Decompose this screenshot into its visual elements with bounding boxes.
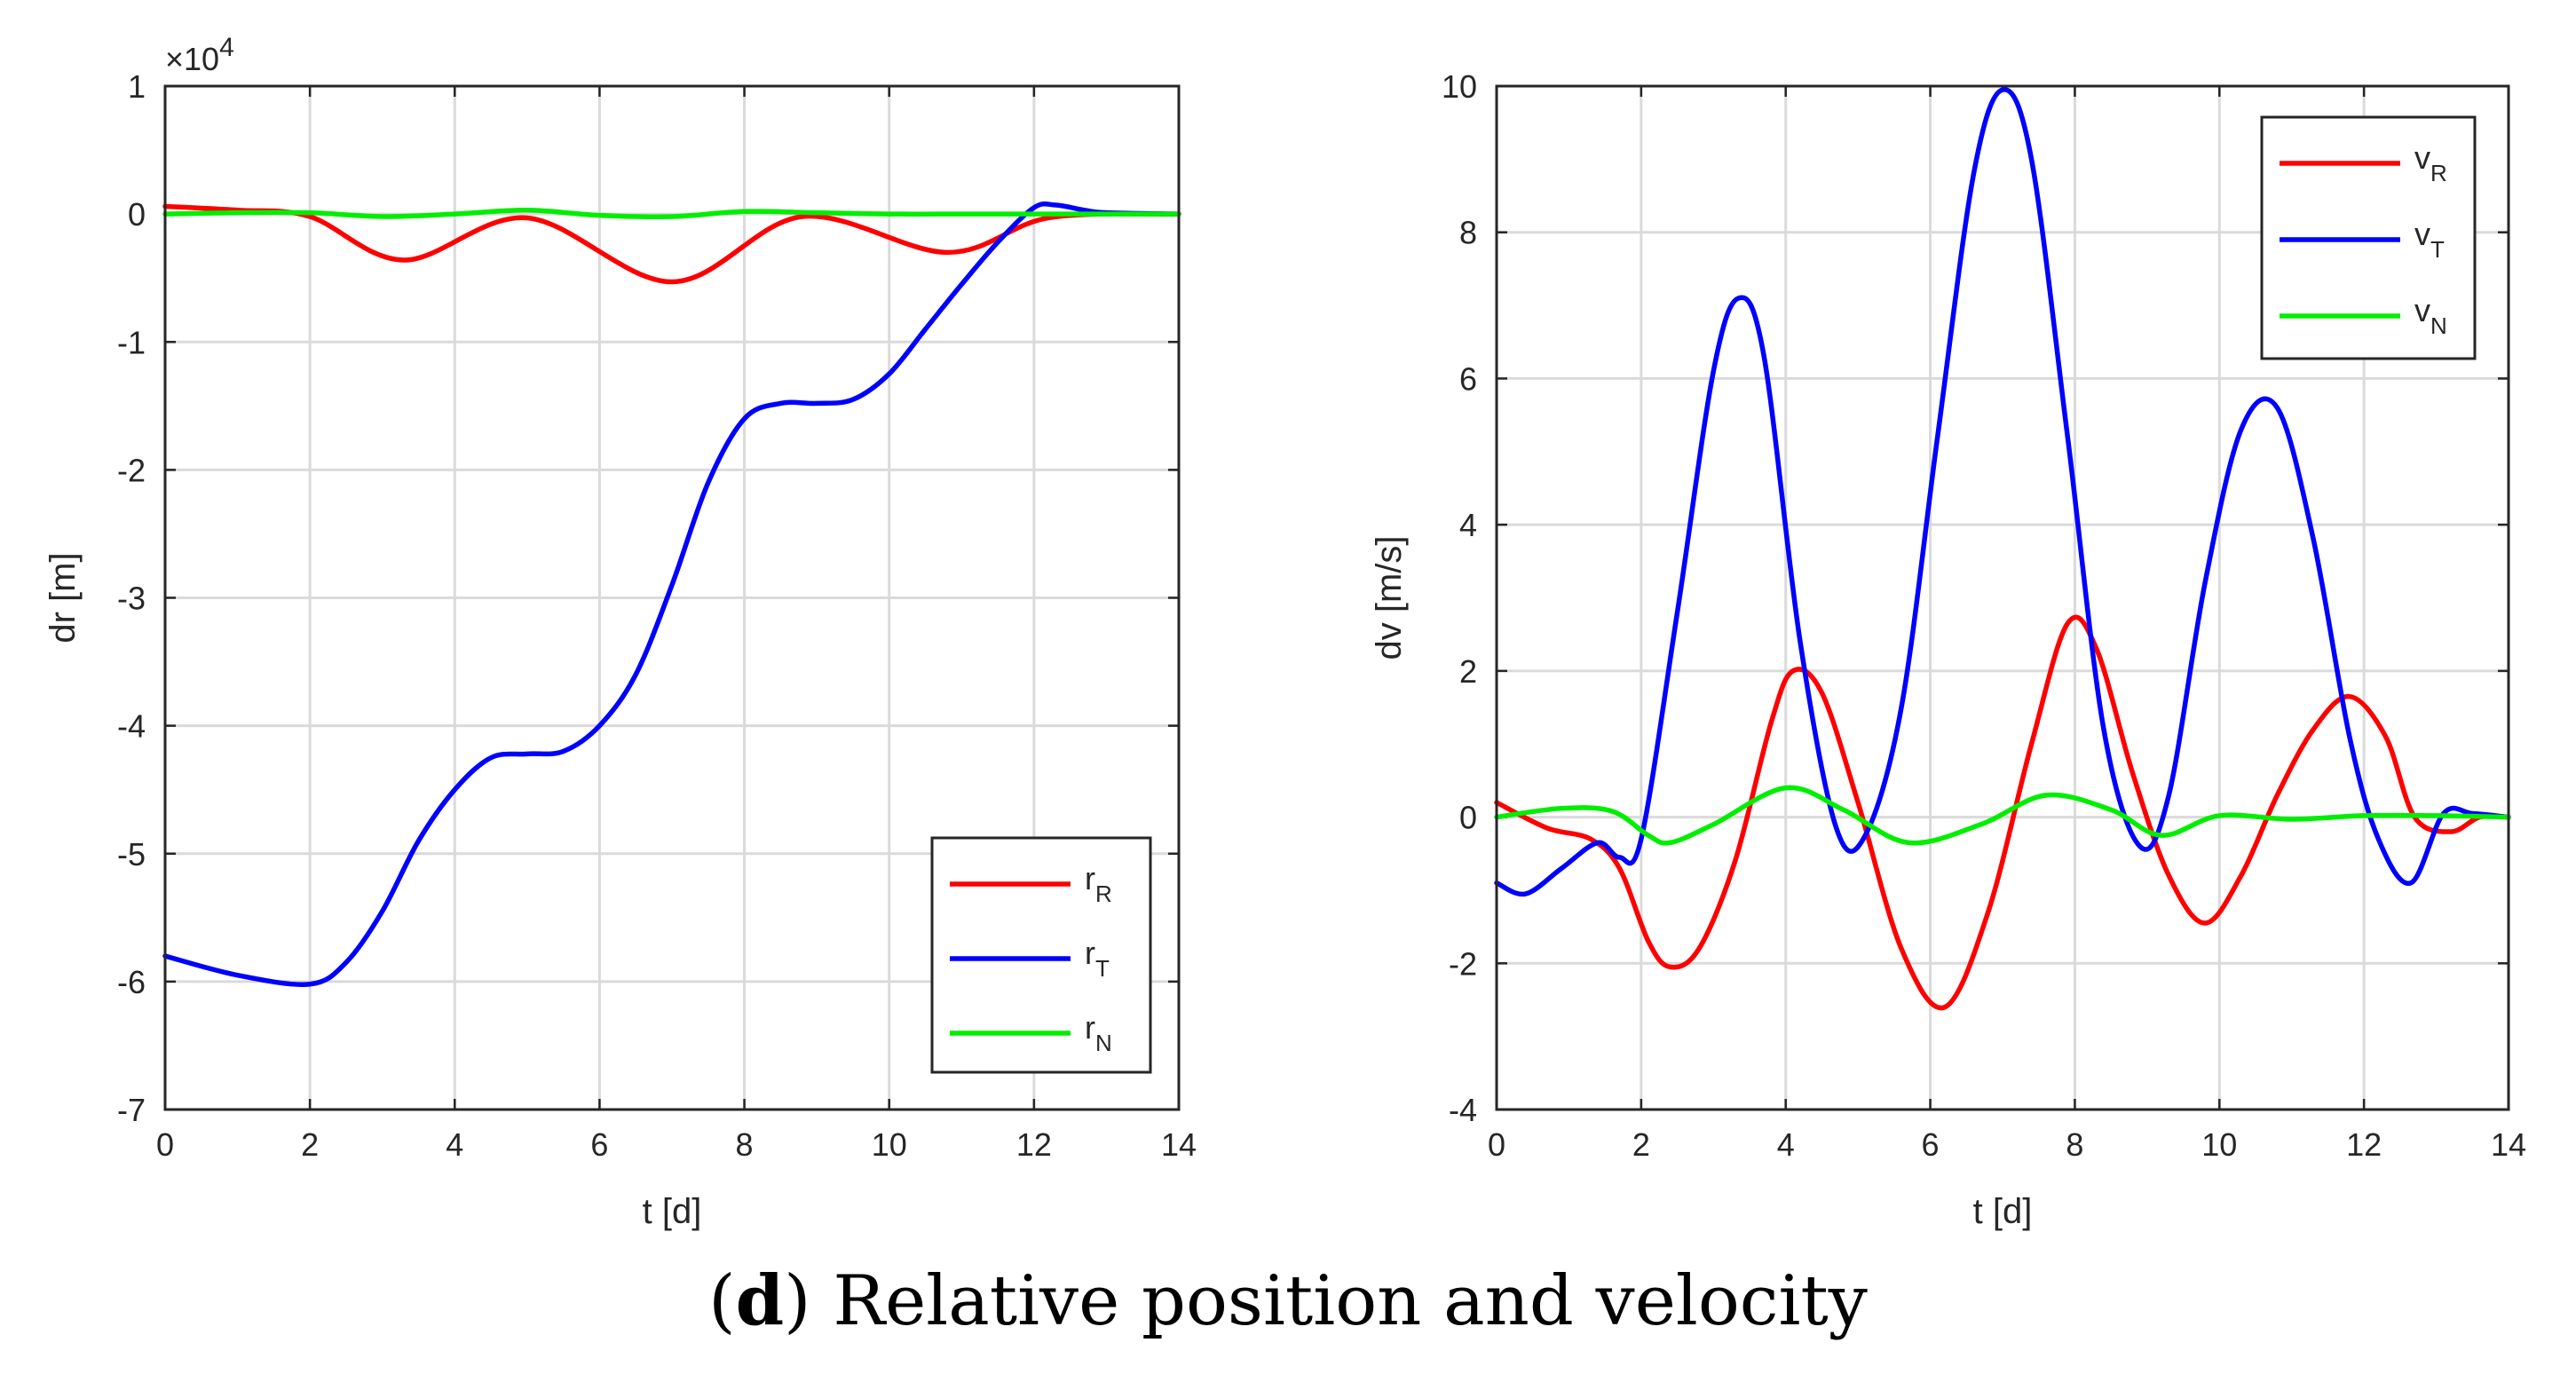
chart1-xtick-label: 2 xyxy=(301,1126,319,1163)
chart2-xtick-label: 0 xyxy=(1488,1126,1505,1163)
chart1-ytick-label: -4 xyxy=(117,708,146,745)
chart1-legend-box xyxy=(930,836,1152,1074)
chart2-xtick-label: 6 xyxy=(1922,1126,1940,1163)
chart2-ylabel: dv [m/s] xyxy=(1370,535,1409,659)
chart2-ytick-label: 0 xyxy=(1459,800,1477,836)
chart1-xtick-label: 10 xyxy=(872,1126,907,1163)
chart1-legend-label-n: rN xyxy=(1085,1009,1112,1056)
chart2-xlabel: t [d] xyxy=(1973,1192,2033,1231)
legend-label-base: v xyxy=(2414,292,2430,328)
chart2-legend-label-t: vT xyxy=(2414,216,2445,263)
chart2-xtick-label: 4 xyxy=(1777,1126,1795,1163)
figure-caption: (d) Relative position and velocity xyxy=(0,1260,2576,1341)
chart1-legend-label-t: rT xyxy=(1085,935,1110,982)
chart1-xtick-label: 8 xyxy=(736,1126,754,1163)
chart1-ylabel: dr [m] xyxy=(43,552,83,643)
legend-label-subscript: T xyxy=(2430,236,2445,263)
chart1-ytick-label: -1 xyxy=(117,324,146,360)
legend-label-base: r xyxy=(1085,1009,1095,1046)
chart1-ytick-label: 1 xyxy=(128,68,146,105)
chart1-ytick-label: -2 xyxy=(117,452,146,488)
caption-open-paren: ( xyxy=(708,1261,736,1341)
chart1-ytick-label: -3 xyxy=(117,580,146,617)
chart2-xtick-label: 12 xyxy=(2346,1126,2382,1163)
legend-label-subscript: R xyxy=(1095,881,1112,907)
legend-label-base: v xyxy=(2414,139,2430,176)
chart2-legend-label-n: vN xyxy=(2414,292,2447,339)
caption-close-paren: ) xyxy=(784,1261,811,1341)
legend-label-subscript: T xyxy=(1095,955,1110,982)
chart1-ytick-label: -6 xyxy=(117,964,146,1000)
chart1-xtick-label: 0 xyxy=(156,1126,174,1163)
chart2-ytick-label: 8 xyxy=(1459,215,1477,251)
chart1-ytick-label: -5 xyxy=(117,836,146,873)
chart1-exponent-label: ×104 xyxy=(165,33,234,77)
chart2-legend-label-r: vR xyxy=(2414,139,2447,186)
chart2-ytick-label: -2 xyxy=(1449,945,1477,982)
chart1-series-rn xyxy=(162,208,1181,219)
chart1-exponent-base: ×10 xyxy=(165,41,219,77)
chart2-ytick-label: 2 xyxy=(1459,653,1477,690)
chart1-xlabel: t [d] xyxy=(643,1192,702,1231)
chart1-ytick-label: 0 xyxy=(128,196,146,233)
legend-label-base: r xyxy=(1085,935,1095,971)
chart1-xtick-label: 6 xyxy=(590,1126,608,1163)
chart1-xtick-label: 4 xyxy=(446,1126,463,1163)
caption-letter: d xyxy=(735,1260,785,1341)
chart2-ytick-label: 10 xyxy=(1442,68,1477,105)
chart1-axes-box xyxy=(163,84,1181,1111)
chart2-ytick-label: 4 xyxy=(1459,507,1477,543)
chart2-axes-box xyxy=(1495,84,2510,1111)
legend-label-base: r xyxy=(1085,860,1095,896)
chart2-series-vr xyxy=(1494,614,2511,1011)
chart1-series-rt xyxy=(162,201,1181,987)
legend-label-base: v xyxy=(2414,216,2430,252)
caption-text: Relative position and velocity xyxy=(810,1261,1868,1341)
chart2-series-vn xyxy=(1494,785,2511,846)
chart1-xtick-label: 12 xyxy=(1016,1126,1052,1163)
chart2-xtick-label: 14 xyxy=(2491,1126,2526,1163)
chart1-legend-label-r: rR xyxy=(1085,860,1112,907)
chart2-series-vt xyxy=(1494,87,2511,897)
chart2-ytick-label: 6 xyxy=(1459,360,1477,397)
legend-label-subscript: N xyxy=(1095,1030,1112,1056)
chart2-xtick-label: 10 xyxy=(2201,1126,2237,1163)
chart2-xtick-label: 8 xyxy=(2066,1126,2083,1163)
chart2-ytick-label: -4 xyxy=(1449,1092,1477,1128)
chart1-xtick-label: 14 xyxy=(1161,1126,1197,1163)
chart1-exponent-power: 4 xyxy=(219,33,234,62)
legend-label-subscript: N xyxy=(2430,312,2447,339)
chart1-ytick-label: -7 xyxy=(117,1092,146,1128)
chart2-xtick-label: 2 xyxy=(1632,1126,1650,1163)
legend-label-subscript: R xyxy=(2430,160,2447,186)
